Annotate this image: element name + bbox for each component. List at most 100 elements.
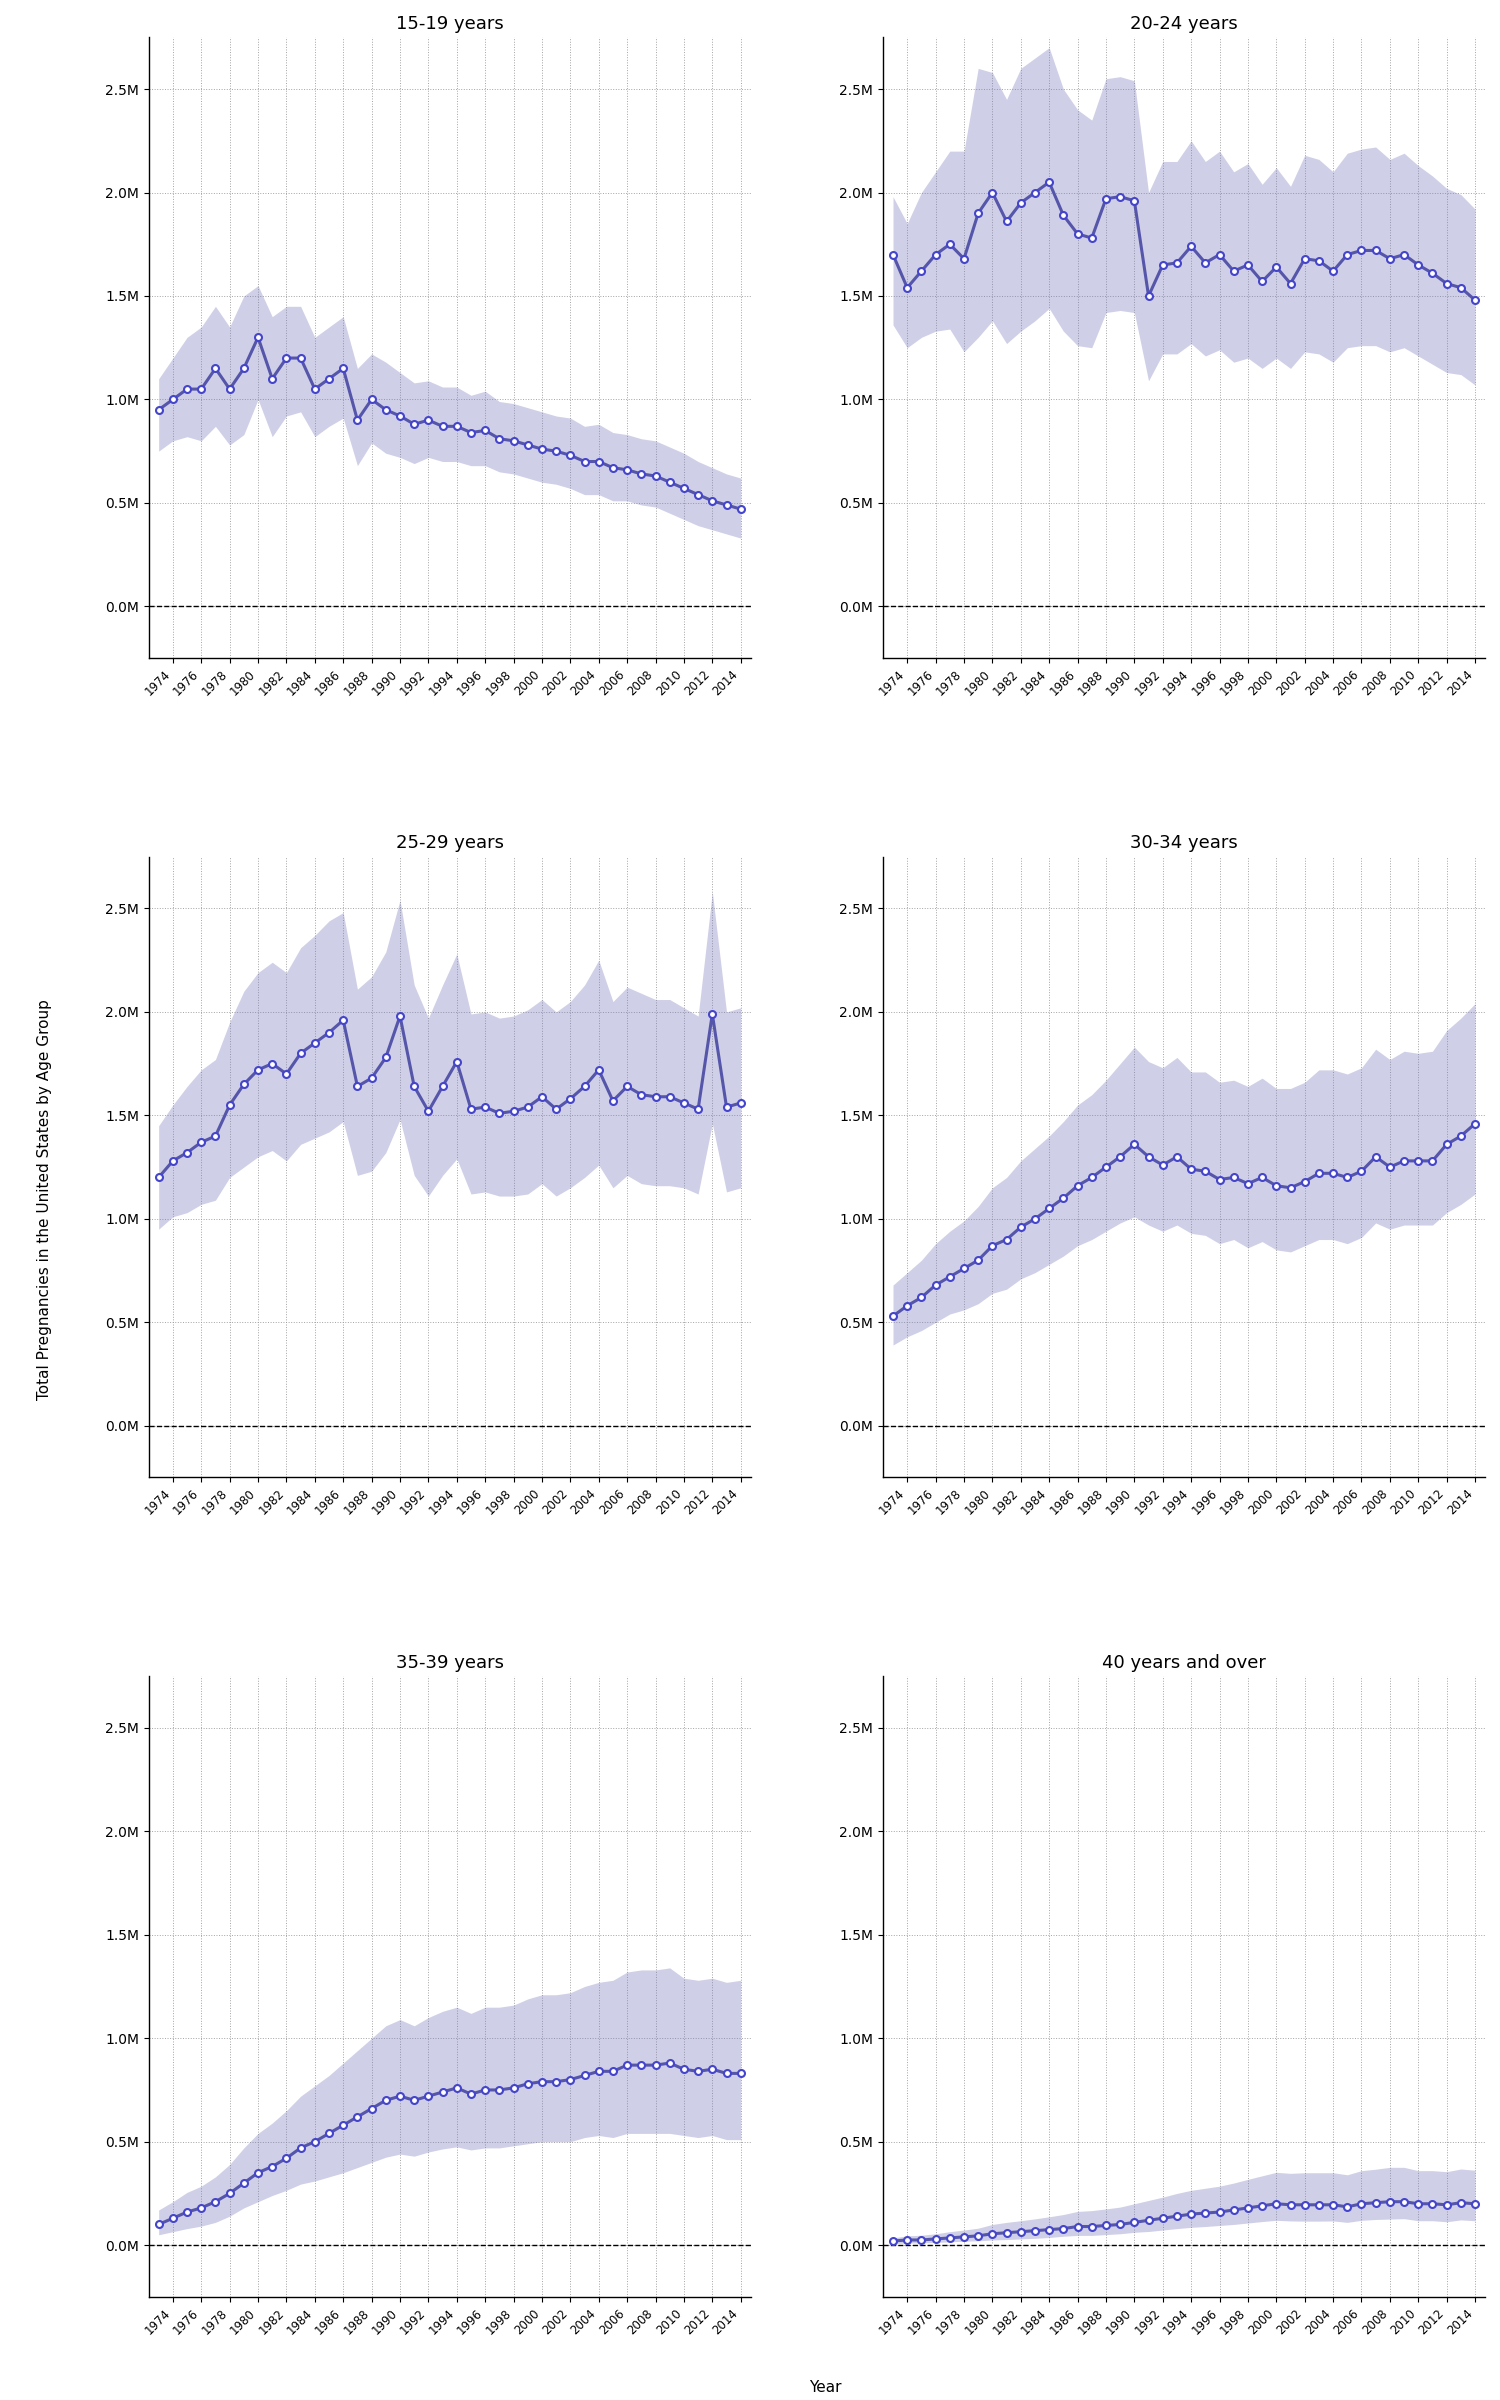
Point bbox=[274, 2138, 298, 2177]
Point bbox=[1462, 2184, 1486, 2222]
Point bbox=[1392, 2182, 1416, 2220]
Point bbox=[1264, 247, 1288, 286]
Point bbox=[1023, 1200, 1047, 1238]
Point bbox=[880, 2222, 904, 2261]
Point bbox=[558, 1080, 582, 1118]
Point bbox=[981, 2215, 1005, 2254]
Point bbox=[1306, 2186, 1330, 2225]
Point bbox=[1293, 240, 1317, 278]
Point bbox=[472, 2071, 496, 2110]
Point bbox=[657, 2045, 681, 2083]
Point bbox=[345, 2098, 369, 2136]
Point bbox=[938, 2218, 962, 2256]
Point bbox=[1150, 2198, 1174, 2237]
Point bbox=[1122, 182, 1146, 221]
Point bbox=[472, 1087, 496, 1126]
Point bbox=[417, 1092, 441, 1130]
Point bbox=[360, 1058, 384, 1097]
Point bbox=[189, 1123, 213, 1162]
Point bbox=[1264, 1166, 1288, 1205]
Point bbox=[657, 1078, 681, 1116]
Point bbox=[1420, 254, 1444, 293]
Point bbox=[994, 2213, 1018, 2251]
Point bbox=[516, 425, 540, 463]
Point bbox=[994, 1219, 1018, 1258]
Point bbox=[1364, 230, 1388, 269]
Point bbox=[1407, 2184, 1431, 2222]
Point bbox=[615, 1068, 639, 1106]
Point bbox=[430, 408, 454, 446]
Point bbox=[1250, 262, 1274, 300]
Point bbox=[1194, 2194, 1218, 2232]
Point bbox=[981, 173, 1005, 211]
Point bbox=[952, 1250, 976, 1289]
Point bbox=[1420, 2184, 1444, 2222]
Point bbox=[1208, 1159, 1231, 1198]
Point bbox=[686, 1090, 709, 1128]
Point bbox=[332, 2105, 356, 2143]
Point bbox=[1278, 1169, 1302, 1207]
Point bbox=[573, 1068, 597, 1106]
Point bbox=[1335, 235, 1359, 274]
Point bbox=[1250, 1159, 1274, 1198]
Point bbox=[573, 442, 597, 480]
Point bbox=[1023, 2210, 1047, 2249]
Point bbox=[1364, 1138, 1388, 1176]
Point bbox=[1137, 276, 1161, 314]
Point bbox=[1208, 235, 1231, 274]
Point bbox=[530, 430, 554, 468]
Point bbox=[360, 379, 384, 418]
Point bbox=[909, 1279, 933, 1318]
Point bbox=[644, 1078, 668, 1116]
Point bbox=[303, 1025, 327, 1063]
Point bbox=[1166, 1138, 1190, 1176]
Point bbox=[1378, 240, 1402, 278]
Point bbox=[1350, 2184, 1374, 2222]
Point bbox=[1036, 163, 1060, 202]
Point bbox=[260, 1044, 284, 1082]
Point bbox=[1208, 2194, 1231, 2232]
Point bbox=[1236, 245, 1260, 283]
Point bbox=[288, 2129, 312, 2167]
Point bbox=[700, 2050, 724, 2088]
Point bbox=[303, 370, 327, 408]
Point bbox=[1108, 2206, 1132, 2244]
Point bbox=[189, 370, 213, 408]
Point bbox=[1322, 2186, 1346, 2225]
Point bbox=[1065, 2208, 1089, 2246]
Point bbox=[544, 1090, 568, 1128]
Point bbox=[246, 319, 270, 358]
Point bbox=[260, 2148, 284, 2186]
Point bbox=[1137, 2201, 1161, 2239]
Point bbox=[147, 2206, 171, 2244]
Point bbox=[459, 413, 483, 451]
Point bbox=[1449, 1116, 1473, 1154]
Point bbox=[1080, 218, 1104, 257]
Point bbox=[459, 2076, 483, 2114]
Point bbox=[1108, 178, 1132, 216]
Point bbox=[488, 420, 512, 458]
Point bbox=[952, 2218, 976, 2256]
Point bbox=[615, 2045, 639, 2083]
Point bbox=[602, 1082, 625, 1121]
Point bbox=[1250, 2186, 1274, 2225]
Point bbox=[417, 2076, 441, 2114]
Point bbox=[1122, 1126, 1146, 1164]
Point bbox=[938, 1258, 962, 1296]
Point bbox=[880, 1296, 904, 1334]
Point bbox=[1449, 2184, 1473, 2222]
Point bbox=[147, 391, 171, 430]
Point bbox=[896, 269, 920, 307]
Point bbox=[630, 1075, 654, 1114]
Point bbox=[586, 442, 610, 480]
Point bbox=[1166, 2196, 1190, 2234]
Point bbox=[374, 2081, 398, 2119]
Point bbox=[544, 432, 568, 470]
Point bbox=[700, 994, 724, 1032]
Point bbox=[714, 485, 738, 523]
Point bbox=[1221, 252, 1245, 290]
Point bbox=[1335, 1159, 1359, 1198]
Point bbox=[530, 2062, 554, 2100]
Point bbox=[1094, 180, 1118, 218]
Point bbox=[374, 1039, 398, 1078]
